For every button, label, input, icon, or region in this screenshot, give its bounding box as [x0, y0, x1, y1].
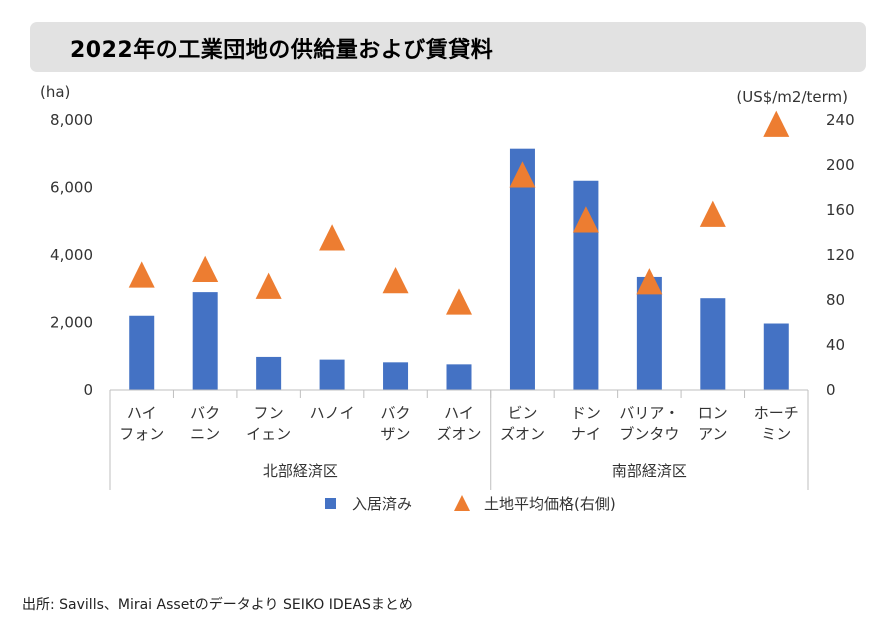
left-tick-label: 0 — [83, 381, 93, 399]
category-label: ズオン — [436, 425, 481, 443]
category-label: アン — [698, 425, 727, 443]
source-note: 出所: Savills、Mirai Assetのデータより SEIKO IDEA… — [22, 597, 413, 613]
category-label: バリア・ — [619, 404, 679, 422]
right-tick-label: 80 — [826, 291, 845, 309]
category-label: フォン — [119, 425, 164, 443]
left-axis-unit: (ha) — [40, 83, 70, 101]
bar — [256, 356, 282, 390]
category-label: ドン — [571, 404, 601, 422]
category-label: ハイ — [444, 404, 474, 422]
category-label: イェン — [246, 425, 291, 443]
category-label: ハイ — [127, 404, 157, 422]
bar — [383, 362, 409, 390]
category-label: ミン — [761, 425, 791, 443]
bar — [192, 292, 218, 390]
category-label: ホーチ — [754, 404, 799, 422]
right-tick-label: 160 — [826, 201, 855, 219]
chart-area: (ha) (US$/m2/term) 0 2,000 4,000 6,000 8,000 0 4… — [40, 83, 855, 513]
price-marker — [763, 110, 790, 137]
category-label: ニン — [190, 425, 220, 443]
category-label: ナイ — [571, 425, 601, 443]
category-label: バク — [381, 404, 411, 422]
bar — [446, 364, 472, 390]
category-label: バク — [190, 404, 220, 422]
left-tick-label: 2,000 — [50, 314, 93, 332]
left-tick-label: 6,000 — [50, 179, 93, 197]
category-label: ビン — [507, 404, 537, 422]
price-marker — [255, 272, 282, 299]
price-marker — [699, 200, 726, 227]
category-label: フン — [253, 404, 283, 422]
category-label: ズオン — [500, 425, 545, 443]
right-tick-label: 40 — [826, 336, 845, 354]
price-marker — [446, 288, 472, 315]
price-marker — [509, 161, 536, 188]
left-tick-label: 8,000 — [50, 111, 93, 129]
bar — [763, 323, 789, 390]
right-axis-unit: (US$/m2/term) — [736, 88, 848, 106]
chart-title: 2022年の工業団地の供給量および賃貸料 — [70, 38, 494, 63]
price-marker — [572, 206, 599, 233]
right-tick-label: 200 — [826, 156, 855, 174]
price-marker — [128, 261, 155, 288]
right-tick-label: 120 — [826, 246, 855, 264]
group-label: 南部経済区 — [612, 462, 687, 480]
price-marker — [382, 267, 409, 294]
right-tick-label: 240 — [826, 111, 855, 129]
price-marker — [636, 268, 663, 295]
price-marker — [319, 224, 346, 251]
bar — [700, 298, 726, 390]
legend-label-bar: 入居済み — [352, 495, 412, 513]
legend-label-triangle: 土地平均価格(右側) — [484, 495, 616, 513]
right-tick-label: 0 — [826, 381, 836, 399]
price-marker — [192, 255, 219, 282]
category-label: ザン — [381, 425, 411, 443]
legend-swatch-bar — [325, 498, 336, 509]
legend-swatch-triangle — [454, 495, 470, 511]
bar — [636, 276, 662, 390]
title-bar: 2022年の工業団地の供給量および賃貸料 — [30, 22, 866, 72]
bar — [509, 148, 535, 390]
left-tick-label: 4,000 — [50, 246, 93, 264]
bar — [319, 359, 345, 390]
category-label: ロン — [698, 404, 728, 422]
category-label: ハノイ — [310, 404, 355, 422]
bar — [129, 315, 155, 390]
category-label: ブンタウ — [619, 425, 679, 443]
group-label: 北部経済区 — [263, 462, 338, 480]
